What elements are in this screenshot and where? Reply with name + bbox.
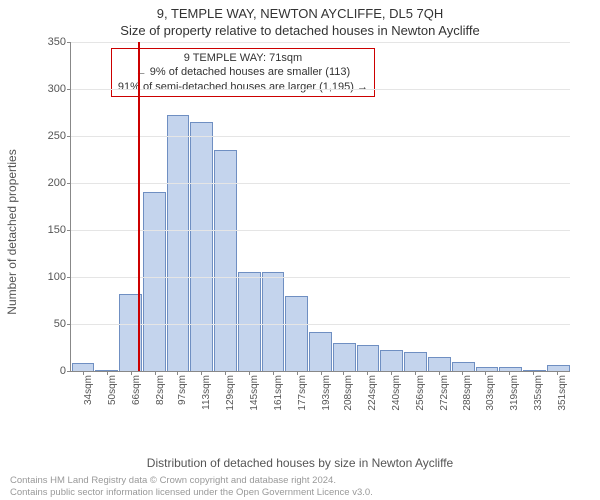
bar bbox=[190, 122, 213, 371]
marker-line bbox=[138, 42, 140, 371]
footer-line-2: Contains public sector information licen… bbox=[10, 487, 373, 498]
y-tick-mark bbox=[67, 324, 71, 325]
annotation-line-1: 9 TEMPLE WAY: 71sqm bbox=[118, 51, 368, 65]
gridline bbox=[71, 89, 570, 90]
x-tick-label: 113sqm bbox=[201, 371, 212, 410]
bar bbox=[309, 332, 332, 371]
footer-attribution: Contains HM Land Registry data © Crown c… bbox=[10, 475, 373, 498]
page-title: 9, TEMPLE WAY, NEWTON AYCLIFFE, DL5 7QH bbox=[0, 0, 600, 21]
bar bbox=[333, 343, 356, 371]
x-tick-label: 177sqm bbox=[297, 371, 308, 411]
bar bbox=[357, 345, 380, 371]
x-tick-label: 224sqm bbox=[367, 371, 378, 411]
gridline bbox=[71, 183, 570, 184]
y-tick-mark bbox=[67, 42, 71, 43]
x-tick-label: 351sqm bbox=[557, 371, 568, 411]
x-tick-label: 256sqm bbox=[415, 371, 426, 411]
bar bbox=[143, 192, 166, 371]
chart-area: Number of detached properties 9 TEMPLE W… bbox=[30, 42, 590, 422]
x-tick-label: 50sqm bbox=[107, 371, 118, 405]
x-tick-label: 97sqm bbox=[177, 371, 188, 405]
y-tick-mark bbox=[67, 230, 71, 231]
bar bbox=[428, 357, 451, 371]
bar bbox=[167, 115, 190, 371]
annotation-line-3: 91% of semi-detached houses are larger (… bbox=[118, 80, 368, 94]
x-tick-label: 240sqm bbox=[391, 371, 402, 411]
bar bbox=[404, 352, 427, 371]
x-tick-label: 34sqm bbox=[83, 371, 94, 405]
x-tick-label: 66sqm bbox=[131, 371, 142, 405]
x-tick-label: 129sqm bbox=[225, 371, 236, 411]
x-tick-label: 193sqm bbox=[321, 371, 332, 411]
bar bbox=[72, 363, 95, 371]
footer-line-1: Contains HM Land Registry data © Crown c… bbox=[10, 475, 373, 486]
x-tick-label: 272sqm bbox=[439, 371, 450, 411]
gridline bbox=[71, 277, 570, 278]
y-tick-mark bbox=[67, 136, 71, 137]
bar bbox=[262, 272, 285, 371]
x-tick-label: 303sqm bbox=[485, 371, 496, 411]
y-tick-mark bbox=[67, 371, 71, 372]
y-tick-mark bbox=[67, 277, 71, 278]
y-tick-mark bbox=[67, 183, 71, 184]
chart-subtitle: Size of property relative to detached ho… bbox=[0, 21, 600, 42]
bar bbox=[380, 350, 403, 371]
x-tick-label: 208sqm bbox=[343, 371, 354, 411]
bar bbox=[238, 272, 261, 371]
x-axis-label: Distribution of detached houses by size … bbox=[0, 456, 600, 470]
x-tick-label: 145sqm bbox=[249, 371, 260, 411]
x-tick-label: 288sqm bbox=[462, 371, 473, 411]
y-tick-mark bbox=[67, 89, 71, 90]
gridline bbox=[71, 136, 570, 137]
x-tick-label: 161sqm bbox=[273, 371, 284, 411]
bar bbox=[452, 362, 475, 371]
x-tick-label: 335sqm bbox=[533, 371, 544, 411]
plot-region: 9 TEMPLE WAY: 71sqm ← 9% of detached hou… bbox=[70, 42, 570, 372]
annotation-line-2: ← 9% of detached houses are smaller (113… bbox=[118, 65, 368, 79]
bar bbox=[285, 296, 308, 371]
y-axis-label: Number of detached properties bbox=[5, 149, 19, 314]
gridline bbox=[71, 230, 570, 231]
x-tick-label: 82sqm bbox=[155, 371, 166, 405]
gridline bbox=[71, 324, 570, 325]
gridline bbox=[71, 42, 570, 43]
x-tick-label: 319sqm bbox=[509, 371, 520, 411]
